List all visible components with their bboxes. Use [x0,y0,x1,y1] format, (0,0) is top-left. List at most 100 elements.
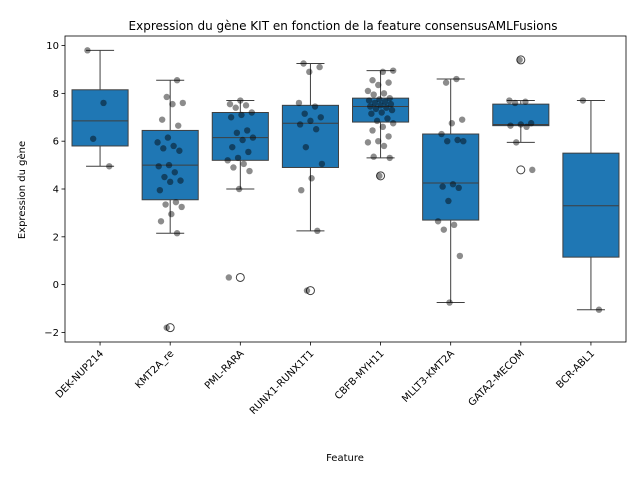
data-point [245,148,252,156]
outlier-marker [305,286,315,296]
box-group-runx1-runx1t1 [281,62,339,296]
data-point [177,177,184,184]
x-tick-label: GATA2-MECOM [467,348,527,408]
y-tick-label: 8 [53,89,59,100]
data-point [89,135,97,142]
data-point [438,130,445,138]
y-tick-label: 2 [53,232,59,243]
data-point [176,147,183,154]
data-point [383,104,390,111]
data-point [376,96,383,103]
data-point [595,306,603,313]
data-point [380,90,388,97]
data-point [386,94,393,102]
data-point [385,79,392,86]
data-point [314,227,321,235]
data-point [389,67,397,74]
x-tick-label: RUNX1-RUNX1T1 [248,348,317,417]
data-point [448,120,456,127]
x-tick-label: PML-RARA [203,348,247,392]
x-tick-label: MLLT3-KMT2A [400,348,457,405]
data-point [377,102,384,109]
data-point [369,127,376,134]
data-point [364,87,372,95]
data-point [307,117,314,125]
data-point [173,230,181,237]
data-point [381,98,389,105]
data-point [300,60,307,67]
data-point [434,218,442,225]
data-point [318,160,326,168]
x-axis-label: Feature [326,453,364,464]
data-point [370,153,377,160]
data-point [226,100,234,108]
x-tick-label: DEK-NUP214 [54,348,106,400]
data-point [372,105,380,113]
outlier-marker [165,323,175,333]
data-point [388,106,396,114]
data-point [235,185,243,193]
data-point [522,98,529,105]
data-point [157,218,165,225]
data-point [446,299,453,306]
data-point [456,252,464,260]
data-point [169,100,176,108]
data-point [511,99,519,107]
x-tick-label: CBFB-MYH11 [333,348,387,402]
data-point [439,183,446,190]
data-point [365,97,373,104]
data-point [161,173,168,181]
data-point [375,137,382,145]
data-point [460,137,467,145]
box-group-cbfb-myh11 [352,70,410,181]
data-point [450,221,458,229]
box-group-gata2-mecom [492,55,550,175]
data-point [178,203,185,211]
data-point [445,197,452,205]
data-point [527,120,535,127]
data-point [312,126,320,133]
data-point [166,178,174,186]
data-point [175,122,182,129]
data-point [237,97,244,104]
data-point [225,274,233,281]
box [492,103,550,127]
data-point [385,133,392,140]
data-point [379,68,387,76]
data-point [516,56,523,64]
data-point [248,109,255,116]
box [211,112,269,161]
data-point [442,79,450,86]
data-point [384,115,391,122]
data-point [380,142,388,150]
data-point [370,91,377,98]
data-point [179,99,187,107]
data-point [301,110,308,117]
data-point [246,167,253,175]
data-point [306,68,313,76]
data-point [243,127,251,134]
data-point [154,139,161,146]
y-axis-label: Expression du gène [16,141,28,239]
data-point [454,136,461,144]
box-group-dek-nup214 [71,49,129,167]
x-tick-label: KMT2A_re [133,348,176,391]
data-point [163,324,170,331]
data-point [317,114,324,121]
data-point [163,93,170,101]
y-tick-label: −2 [44,328,59,339]
data-point [387,100,395,108]
data-point [173,77,181,84]
data-point [230,164,237,171]
y-tick-label: 4 [53,185,59,196]
outlier-marker [516,55,526,65]
data-point [513,139,520,146]
box [422,133,480,221]
data-point [170,142,177,150]
data-point [506,97,513,104]
data-point [295,99,303,107]
box-group-kmt2a-re [141,79,199,333]
outlier-marker [516,165,526,175]
data-point [224,157,231,164]
